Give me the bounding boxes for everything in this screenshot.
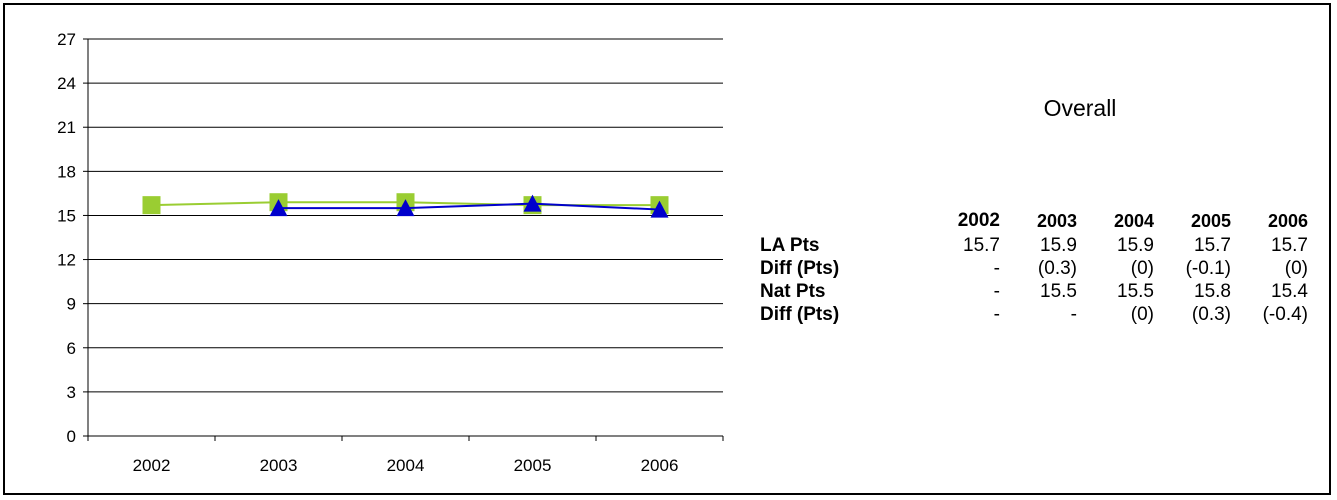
table-cell: -	[993, 304, 1000, 325]
y-tick-label: 15	[57, 206, 76, 225]
data-point-triangle	[396, 199, 415, 217]
table-cell: 15.5	[1040, 281, 1077, 302]
table-cell: -	[993, 258, 1000, 279]
column-header: 2002	[957, 210, 1000, 231]
table-cell: 15.7	[1194, 235, 1231, 256]
table-cell: (-0.1)	[1185, 258, 1231, 279]
stats-row: Diff (Pts) - (0.3) (0) (-0.1) (0)	[760, 257, 1308, 280]
table-cell: 15.4	[1271, 281, 1308, 302]
table-cell: 15.5	[1117, 281, 1154, 302]
y-tick-label: 27	[57, 30, 76, 49]
row-label: Diff (Pts)	[760, 304, 840, 325]
column-header: 2006	[1267, 210, 1308, 231]
table-cell: (0.3)	[1191, 304, 1231, 325]
y-tick-label: 6	[67, 339, 76, 358]
y-tick-label: 9	[67, 295, 76, 314]
table-cell: 15.8	[1194, 281, 1231, 302]
data-point-triangle	[650, 200, 669, 218]
table-cell: (-0.4)	[1262, 304, 1308, 325]
table-cell: -	[1070, 304, 1077, 325]
stats-row: LA Pts 15.7 15.9 15.9 15.7 15.7	[760, 234, 1308, 257]
x-tick-label: 2003	[260, 456, 298, 475]
data-point-triangle	[269, 199, 288, 217]
y-tick-label: 3	[67, 383, 76, 402]
column-header: 2005	[1190, 210, 1231, 231]
stats-corner	[760, 208, 928, 234]
table-cell: -	[993, 281, 1000, 302]
table-cell: 15.9	[1040, 235, 1077, 256]
table-cell: 15.7	[1271, 235, 1308, 256]
data-point-triangle	[523, 194, 542, 212]
stats-table: 2002 2003 2004 2005 2006 LA Pts 15.7 15.…	[760, 208, 1308, 326]
stats-row: Diff (Pts) - - (0) (0.3) (-0.4)	[760, 303, 1308, 326]
row-label: LA Pts	[760, 235, 820, 256]
y-tick-label: 21	[57, 118, 76, 137]
x-tick-label: 2004	[387, 456, 425, 475]
table-cell: (0)	[1130, 304, 1154, 325]
x-tick-label: 2005	[514, 456, 552, 475]
table-cell: 15.9	[1117, 235, 1154, 256]
table-cell: (0)	[1130, 258, 1154, 279]
x-tick-label: 2006	[641, 456, 679, 475]
row-label: Diff (Pts)	[760, 258, 840, 279]
column-header: 2003	[1036, 210, 1077, 231]
x-tick-label: 2002	[133, 456, 171, 475]
y-tick-label: 24	[57, 74, 76, 93]
table-cell: (0.3)	[1037, 258, 1077, 279]
stats-row: Nat Pts - 15.5 15.5 15.8 15.4	[760, 280, 1308, 303]
stats-header-row: 2002 2003 2004 2005 2006	[760, 208, 1308, 234]
y-tick-label: 0	[67, 427, 76, 446]
chart-frame	[3, 3, 1331, 495]
table-cell: 15.7	[963, 235, 1000, 256]
table-cell: (0)	[1284, 258, 1308, 279]
y-tick-label: 18	[57, 162, 76, 181]
column-header: 2004	[1113, 210, 1154, 231]
series-line	[278, 202, 660, 211]
data-point-square	[142, 196, 161, 215]
y-tick-label: 12	[57, 251, 76, 270]
row-label: Nat Pts	[760, 281, 826, 302]
panel-title: Overall	[1043, 95, 1117, 121]
